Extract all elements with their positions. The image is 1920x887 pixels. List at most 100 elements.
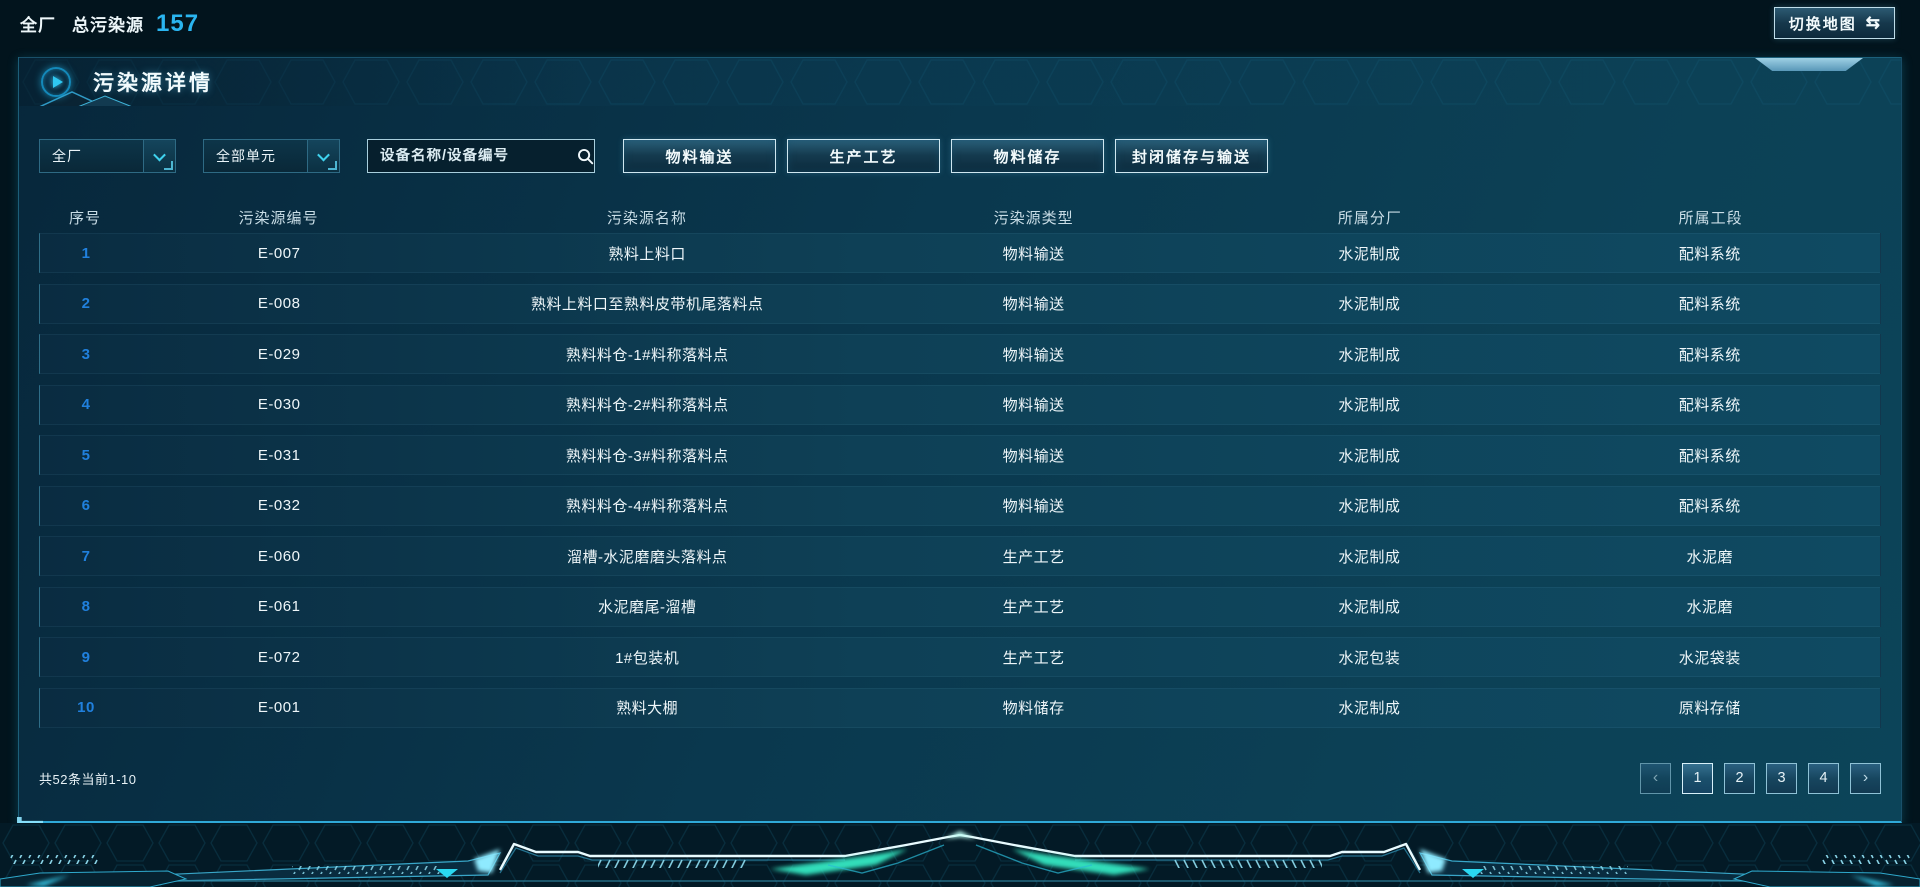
cell-factory: 水泥制成 — [1338, 447, 1401, 465]
device-search-box — [367, 139, 595, 173]
cell-type: 生产工艺 — [1002, 649, 1065, 667]
filter-button-closed-storage-transport[interactable]: 封闭储存与输送 — [1115, 139, 1268, 173]
cell-index[interactable]: 4 — [81, 396, 91, 413]
col-header-index: 序号 — [69, 209, 102, 227]
total-sources-value: 157 — [156, 10, 200, 37]
cell-code: E-001 — [257, 699, 301, 716]
col-header-type: 污染源类型 — [993, 209, 1074, 227]
pagination-summary: 共52条当前1-10 — [39, 771, 137, 787]
cell-name: 熟料料仓-1#料称落料点 — [565, 346, 729, 364]
header-gradient — [19, 58, 1901, 106]
unit-select-value: 全部单元 — [216, 148, 276, 164]
table-row[interactable]: 1 E-007 熟料上料口 物料输送 水泥制成 配料系统 — [39, 233, 1881, 273]
cell-section: 水泥磨 — [1686, 599, 1734, 616]
col-header-code: 污染源编号 — [238, 209, 319, 227]
cell-section: 水泥袋装 — [1678, 649, 1741, 667]
page-button-2[interactable]: 2 — [1724, 762, 1755, 794]
cell-name: 溜槽-水泥磨磨头落料点 — [566, 548, 728, 566]
totals-readout: 全厂 总污染源 157 — [20, 10, 199, 38]
table-row[interactable]: 9 E-072 1#包装机 生产工艺 水泥包装 水泥袋装 — [39, 637, 1881, 677]
pagination-bar: 共52条当前1-10 ‹ 1 2 3 4 › — [39, 761, 1881, 795]
col-header-section: 所属工段 — [1678, 209, 1743, 227]
header-tab-decoration — [1755, 58, 1863, 71]
filter-button-material-transport[interactable]: 物料输送 — [623, 139, 776, 173]
pollution-detail-panel: 污染源详情 全厂 全部单元 物料输送 生产工艺 物料储 — [18, 57, 1902, 823]
cell-type: 物料输送 — [1002, 397, 1065, 414]
cell-index[interactable]: 3 — [81, 345, 91, 363]
table-row[interactable]: 10 E-001 熟料大棚 物料储存 水泥制成 原料存储 — [39, 687, 1881, 728]
cell-name: 水泥磨尾-溜槽 — [597, 599, 697, 616]
cell-factory: 水泥制成 — [1338, 397, 1401, 414]
table-row[interactable]: 8 E-061 水泥磨尾-溜槽 生产工艺 水泥制成 水泥磨 — [39, 586, 1881, 627]
table-row[interactable]: 3 E-029 熟料料仓-1#料称落料点 物料输送 水泥制成 配料系统 — [39, 334, 1881, 374]
cell-index[interactable]: 7 — [81, 547, 91, 565]
col-header-factory: 所属分厂 — [1337, 209, 1402, 227]
cell-type: 生产工艺 — [1002, 548, 1065, 566]
swap-arrows-icon: ⇆ — [1865, 13, 1880, 32]
cell-factory: 水泥制成 — [1338, 296, 1401, 313]
search-icon[interactable] — [577, 148, 594, 165]
filter-button-production-process[interactable]: 生产工艺 — [787, 139, 940, 173]
filter-toolbar: 全厂 全部单元 物料输送 生产工艺 物料储存 封闭储存与输送 — [39, 139, 1881, 173]
cell-factory: 水泥制成 — [1338, 498, 1401, 515]
table-row[interactable]: 6 E-032 熟料料仓-4#料称落料点 物料输送 水泥制成 配料系统 — [39, 485, 1881, 526]
cell-code: E-007 — [257, 244, 301, 262]
table-body: 1 E-007 熟料上料口 物料输送 水泥制成 配料系统 2 E-008 熟料上… — [39, 233, 1881, 728]
cell-name: 熟料料仓-4#料称落料点 — [565, 498, 729, 515]
chevron-down-icon[interactable] — [143, 140, 175, 172]
cell-section: 配料系统 — [1678, 346, 1741, 364]
switch-map-label: 切换地图 — [1788, 15, 1857, 33]
cell-name: 1#包装机 — [615, 649, 680, 667]
cell-factory: 水泥制成 — [1338, 346, 1401, 364]
cell-type: 物料输送 — [1002, 498, 1065, 515]
prev-page-button[interactable]: ‹ — [1640, 762, 1671, 794]
top-bar: 全厂 总污染源 157 切换地图 ⇆ — [0, 0, 1920, 57]
page-button-4[interactable]: 4 — [1808, 762, 1839, 794]
cell-factory: 水泥制成 — [1338, 245, 1401, 263]
cell-code: E-031 — [257, 446, 301, 464]
page-button-1[interactable]: 1 — [1682, 762, 1713, 794]
cell-name: 熟料料仓-3#料称落料点 — [565, 447, 729, 465]
pagination-buttons: ‹ 1 2 3 4 › — [1640, 762, 1881, 794]
device-search-input[interactable] — [380, 148, 577, 164]
cell-index[interactable]: 5 — [81, 446, 91, 464]
mountain-decoration — [39, 91, 132, 106]
cell-name: 熟料大棚 — [616, 700, 679, 717]
cell-type: 物料输送 — [1002, 296, 1065, 313]
cell-section: 配料系统 — [1678, 296, 1741, 313]
scope-label: 全厂 — [20, 16, 56, 35]
table-row[interactable]: 5 E-031 熟料料仓-3#料称落料点 物料输送 水泥制成 配料系统 — [39, 435, 1881, 475]
switch-map-button[interactable]: 切换地图 ⇆ — [1773, 7, 1895, 39]
cell-type: 物料输送 — [1002, 245, 1065, 263]
cell-index[interactable]: 10 — [77, 699, 95, 716]
next-page-button[interactable]: › — [1850, 762, 1881, 794]
filter-button-material-storage[interactable]: 物料储存 — [951, 139, 1104, 173]
cell-factory: 水泥制成 — [1338, 700, 1401, 717]
cell-section: 配料系统 — [1678, 498, 1741, 515]
chevron-down-icon[interactable] — [307, 140, 339, 172]
cell-type: 物料输送 — [1002, 346, 1065, 364]
cell-section: 水泥磨 — [1686, 548, 1734, 566]
table-row[interactable]: 4 E-030 熟料料仓-2#料称落料点 物料输送 水泥制成 配料系统 — [39, 384, 1881, 425]
cell-code: E-061 — [257, 598, 301, 615]
table-row[interactable]: 2 E-008 熟料上料口至熟料皮带机尾落料点 物料输送 水泥制成 配料系统 — [39, 283, 1881, 324]
cell-index[interactable]: 6 — [81, 497, 91, 514]
cell-section: 原料存储 — [1678, 700, 1741, 717]
play-circle-icon — [41, 67, 71, 97]
cell-factory: 水泥制成 — [1338, 548, 1401, 566]
table-row[interactable]: 7 E-060 溜槽-水泥磨磨头落料点 生产工艺 水泥制成 水泥磨 — [39, 536, 1881, 576]
factory-select[interactable]: 全厂 — [39, 139, 176, 173]
cell-code: E-032 — [257, 497, 301, 514]
cell-index[interactable]: 9 — [81, 648, 91, 666]
factory-select-value: 全厂 — [52, 148, 82, 164]
cell-code: E-008 — [257, 295, 301, 312]
page-button-3[interactable]: 3 — [1766, 762, 1797, 794]
unit-select[interactable]: 全部单元 — [203, 139, 340, 173]
cell-type: 物料输送 — [1002, 447, 1065, 465]
cell-section: 配料系统 — [1678, 245, 1741, 263]
cell-index[interactable]: 8 — [81, 598, 91, 615]
cell-section: 配料系统 — [1678, 447, 1741, 465]
cell-index[interactable]: 1 — [81, 244, 91, 262]
cell-index[interactable]: 2 — [81, 295, 91, 312]
